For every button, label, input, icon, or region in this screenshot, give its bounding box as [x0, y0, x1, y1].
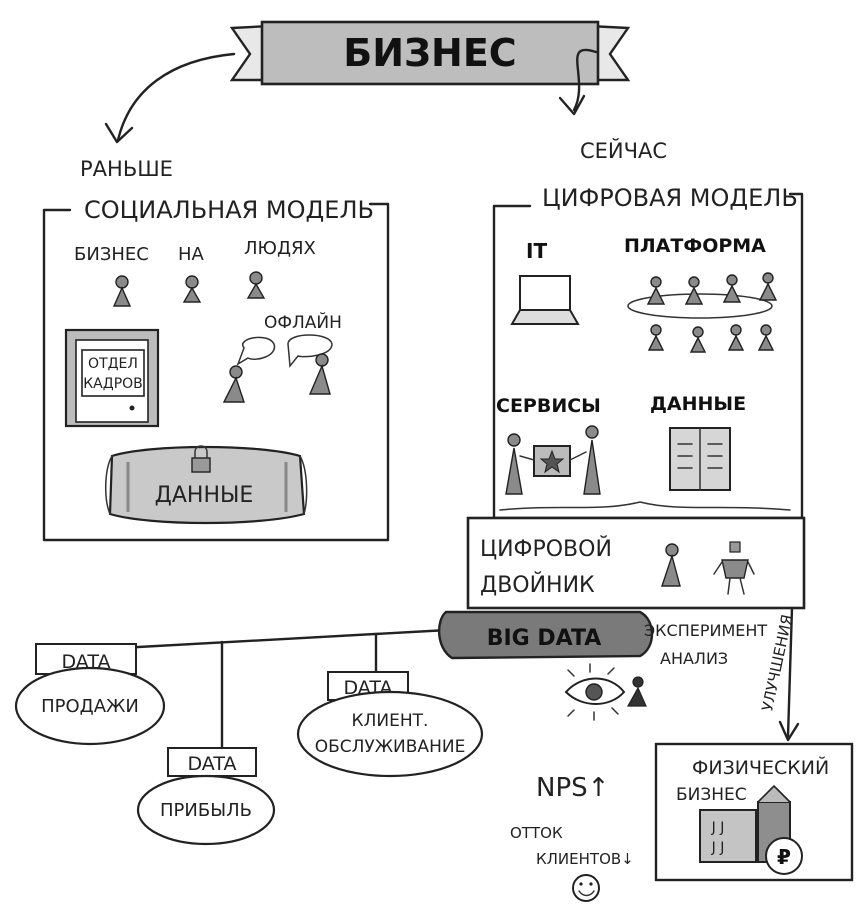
people-caption-2: НА [178, 244, 205, 265]
social-model-panel: СОЦИАЛЬНАЯ МОДЕЛЬ БИЗНЕС НА ЛЮДЯХ ОТДЕЛ … [42, 196, 390, 542]
improvements-arrow [786, 606, 794, 738]
services-exchange [505, 425, 601, 495]
person-icon [722, 274, 742, 303]
star-icon [539, 449, 565, 474]
data-tag-label: DATA [188, 753, 237, 775]
right-data-label: ДАННЫЕ [650, 393, 746, 415]
title-banner: БИЗНЕС [229, 20, 631, 86]
profit-node: DATA ПРИБЫЛЬ [136, 747, 276, 846]
now-label: СЕЙЧАС [580, 138, 667, 163]
client-label-1: КЛИЕНТ. [352, 711, 429, 731]
data-scroll: ДАННЫЕ [105, 445, 308, 525]
svg-text:J J: J J [711, 840, 725, 856]
eye-icon [564, 663, 626, 721]
person-icon [246, 271, 266, 299]
digital-twin-line-2: ДВОЙНИК [480, 572, 595, 598]
hr-sign-line-2: КАДРОВ [83, 376, 143, 392]
offline-label: ОФЛАЙН [264, 311, 342, 333]
arrow-to-before [116, 52, 236, 142]
before-label: РАНЬШЕ [80, 157, 173, 181]
digital-twin-line-1: ЦИФРОВОЙ [480, 536, 612, 562]
person-icon [182, 275, 202, 303]
client-service-node: DATA КЛИЕНТ. ОБСЛУЖИВАНИЕ [296, 671, 484, 778]
sales-node: DATA ПРОДАЖИ [14, 643, 166, 746]
big-data-badge: BIG DATA [438, 610, 654, 660]
services-label: СЕРВИСЫ [496, 395, 601, 417]
person-icon [661, 543, 681, 587]
digital-model-panel: ЦИФРОВАЯ МОДЕЛЬ IT ПЛАТФОРМА СЕРВИСЫ [466, 184, 806, 610]
data-book-icon [669, 427, 731, 491]
people-caption-3: ЛЮДЯХ [244, 238, 316, 259]
person-icon [727, 324, 745, 351]
laptop-icon [510, 275, 580, 325]
analysis-label: АНАЛИЗ [660, 649, 728, 668]
branch-line [118, 628, 450, 650]
data-tag [167, 747, 257, 777]
physical-label-2: БИЗНЕС [676, 785, 747, 805]
person-icon [758, 272, 778, 301]
churn-label-2: КЛИЕНТОВ↓ [536, 850, 634, 868]
speech-bubble-icon [287, 334, 333, 368]
nps-label: NPS↑ [536, 773, 609, 803]
it-label: IT [526, 239, 547, 263]
smiley-icon [572, 874, 600, 902]
title: БИЗНЕС [343, 31, 516, 75]
svg-text:J J: J J [711, 820, 725, 836]
physical-business-panel: ФИЗИЧЕСКИЙ БИЗНЕС J J J J ₽ [654, 742, 854, 882]
person-icon [646, 276, 666, 305]
person-icon [112, 275, 132, 307]
lock-icon [191, 457, 211, 473]
experiment-label: ЭКСПЕРИМЕНТ [644, 621, 767, 640]
hr-door: ОТДЕЛ КАДРОВ [64, 328, 160, 428]
hr-sign-line-1: ОТДЕЛ [88, 356, 138, 372]
people-caption-1: БИЗНЕС [74, 244, 149, 265]
platform-label: ПЛАТФОРМА [624, 235, 766, 257]
person-icon [222, 365, 245, 403]
person-icon [647, 324, 665, 351]
arrow-to-now [572, 48, 598, 112]
robot-person-icon [713, 541, 755, 595]
profit-label: ПРИБЫЛЬ [160, 800, 252, 821]
speech-bubble-icon [236, 336, 276, 366]
ruble-coin-icon: ₽ [765, 837, 803, 875]
sales-label: ПРОДАЖИ [41, 696, 139, 717]
person-icon [757, 324, 775, 351]
person-icon [689, 326, 707, 353]
client-label-2: ОБСЛУЖИВАНИЕ [315, 737, 466, 757]
ruble-symbol: ₽ [777, 845, 791, 869]
observer-icon [626, 676, 647, 707]
churn-label-1: ОТТОК [510, 824, 563, 842]
left-data-label: ДАННЫЕ [155, 483, 254, 508]
platform-people [627, 272, 778, 353]
social-model-title: СОЦИАЛЬНАЯ МОДЕЛЬ [84, 196, 374, 224]
big-data-label: BIG DATA [487, 626, 602, 651]
person-icon [684, 276, 704, 305]
person-icon [308, 353, 331, 395]
digital-model-title: ЦИФРОВАЯ МОДЕЛЬ [542, 184, 798, 212]
physical-label-1: ФИЗИЧЕСКИЙ [692, 756, 829, 779]
